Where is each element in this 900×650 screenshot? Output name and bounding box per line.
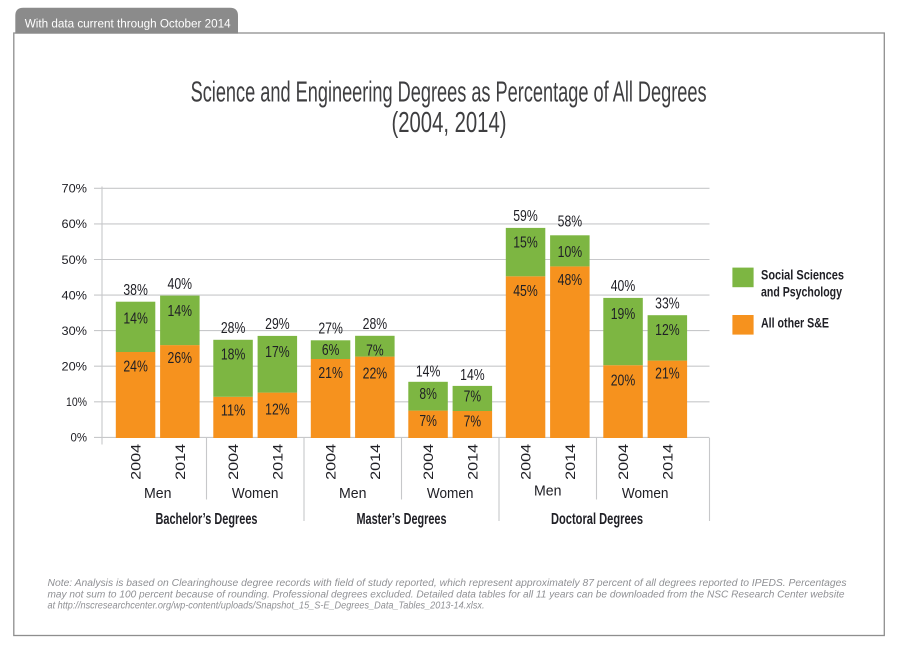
svg-text:With data current through Octo: With data current through October 2014 [25,17,231,31]
svg-text:2004: 2004 [324,443,339,479]
svg-text:10%: 10% [558,244,583,261]
svg-text:2014: 2014 [465,443,480,479]
svg-text:14%: 14% [460,367,485,384]
svg-text:45%: 45% [513,283,538,300]
svg-text:7%: 7% [464,388,482,405]
svg-text:Social Sciences: Social Sciences [761,268,844,283]
svg-text:(2004, 2014): (2004, 2014) [392,107,507,139]
svg-text:50%: 50% [62,253,88,267]
svg-text:59%: 59% [513,208,538,225]
svg-text:26%: 26% [168,350,193,367]
svg-text:48%: 48% [558,272,583,289]
svg-text:2014: 2014 [368,443,383,479]
svg-text:Women: Women [232,486,279,502]
svg-text:Women: Women [427,486,474,502]
svg-text:15%: 15% [513,235,538,252]
svg-text:28%: 28% [221,320,246,337]
svg-text:40%: 40% [62,288,88,302]
svg-text:14%: 14% [123,310,148,327]
svg-text:Doctoral Degrees: Doctoral Degrees [551,511,643,528]
svg-text:17%: 17% [265,344,290,361]
svg-text:40%: 40% [168,276,193,293]
svg-text:21%: 21% [318,365,343,382]
svg-text:20%: 20% [611,372,636,389]
svg-text:7%: 7% [419,413,437,430]
svg-text:22%: 22% [363,366,388,383]
svg-text:2014: 2014 [173,443,188,479]
svg-text:27%: 27% [318,321,343,338]
svg-text:Women: Women [622,486,669,502]
svg-text:12%: 12% [655,322,680,339]
svg-text:20%: 20% [62,360,88,374]
svg-text:Men: Men [534,484,562,500]
svg-text:38%: 38% [123,282,148,299]
svg-text:12%: 12% [265,402,290,419]
svg-text:7%: 7% [464,413,482,430]
svg-text:58%: 58% [558,214,583,231]
svg-text:7%: 7% [366,342,384,359]
svg-text:70%: 70% [62,182,88,196]
svg-text:10%: 10% [66,395,87,409]
svg-text:28%: 28% [363,316,388,333]
svg-text:18%: 18% [221,347,246,364]
svg-text:33%: 33% [655,296,680,313]
svg-text:8%: 8% [419,386,437,403]
svg-text:Note: Analysis is based on Cle: Note: Analysis is based on Clearinghouse… [48,578,847,589]
svg-text:2004: 2004 [519,443,534,479]
svg-text:may not sum to 100 percent bec: may not sum to 100 percent because of ro… [48,589,846,600]
svg-text:60%: 60% [62,217,88,231]
svg-text:Master’s Degrees: Master’s Degrees [357,511,447,528]
svg-text:14%: 14% [168,303,193,320]
svg-text:Science and Engineering Degree: Science and Engineering Degrees as Perce… [191,76,707,108]
svg-text:2004: 2004 [421,443,436,479]
svg-text:24%: 24% [123,359,148,376]
svg-text:2014: 2014 [563,443,578,479]
svg-text:and Psychology: and Psychology [761,285,842,300]
svg-text:2004: 2004 [129,443,144,479]
svg-text:14%: 14% [416,364,441,381]
svg-text:Men: Men [144,486,172,502]
svg-text:0%: 0% [71,431,88,445]
svg-text:2004: 2004 [616,443,631,479]
svg-text:40%: 40% [611,278,636,295]
svg-text:2014: 2014 [270,443,285,479]
svg-text:at http://nscresearchcenter.or: at http://nscresearchcenter.org/wp-conte… [48,601,485,612]
svg-text:2004: 2004 [226,443,241,479]
svg-text:11%: 11% [221,402,246,419]
svg-text:2014: 2014 [660,443,675,479]
svg-text:21%: 21% [655,366,680,383]
svg-text:Men: Men [339,486,367,502]
svg-text:29%: 29% [265,316,290,333]
svg-text:30%: 30% [62,324,88,338]
svg-text:Bachelor’s Degrees: Bachelor’s Degrees [156,511,258,528]
svg-text:6%: 6% [322,342,340,359]
svg-text:All other S&E: All other S&E [761,316,829,331]
svg-text:19%: 19% [611,306,636,323]
